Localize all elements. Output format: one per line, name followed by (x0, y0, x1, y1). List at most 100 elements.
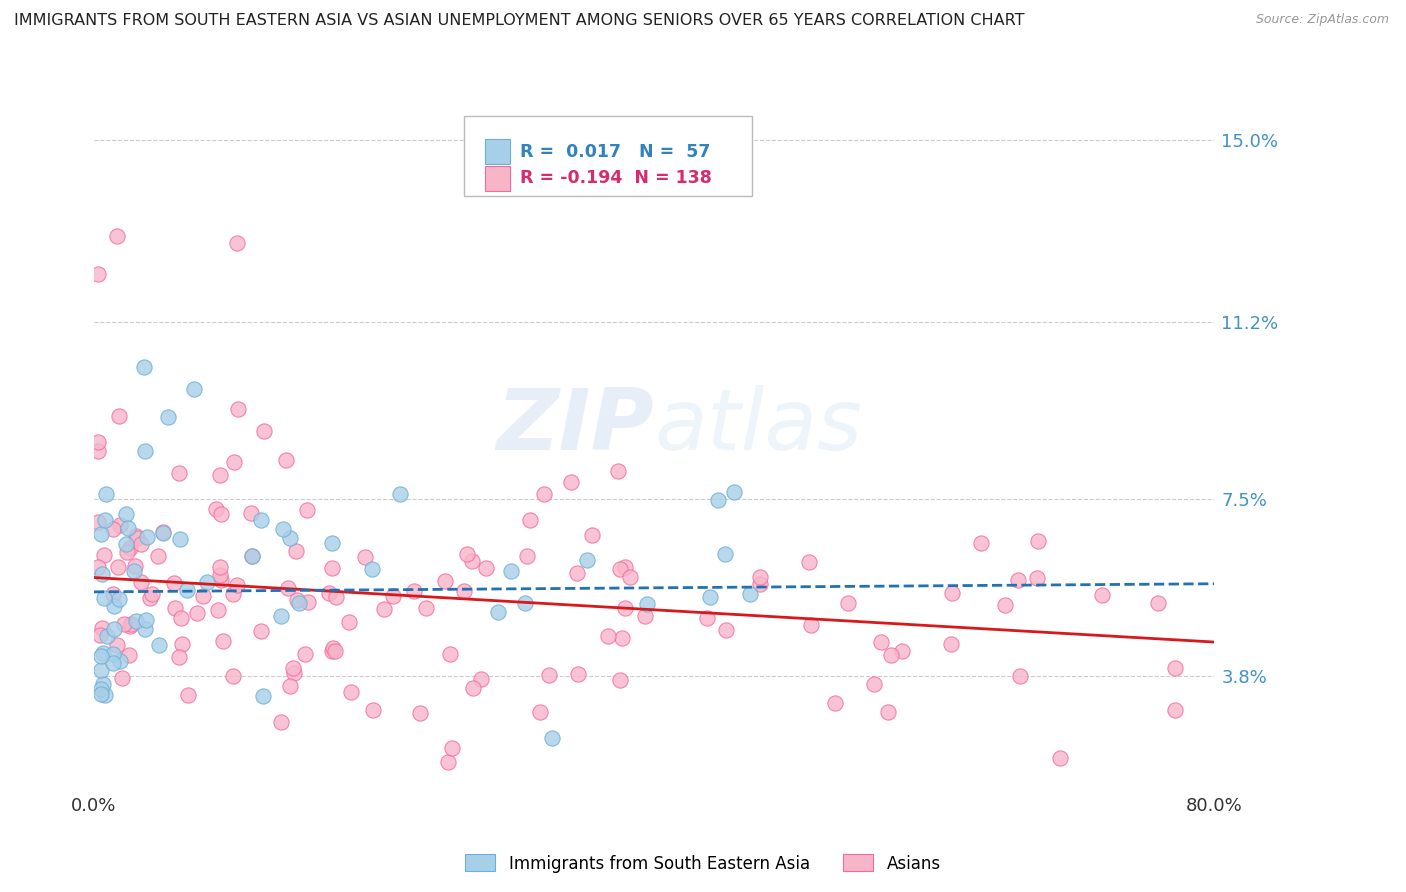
Point (434, 574, 457, 589)
Point (270, 608, 292, 623)
Point (169, 611, 191, 625)
Point (115, 536, 138, 550)
Point (461, 554, 484, 568)
Point (533, 487, 555, 501)
Point (1025, 571, 1047, 585)
Point (124, 558, 146, 573)
Point (1164, 661, 1187, 675)
Point (107, 559, 129, 574)
Point (404, 584, 426, 599)
Point (96, 487, 118, 501)
Point (136, 530, 159, 544)
Point (581, 528, 603, 542)
Point (110, 654, 132, 668)
Point (322, 641, 344, 656)
Point (191, 590, 214, 604)
Point (707, 492, 730, 507)
Point (112, 616, 135, 631)
Point (486, 605, 509, 619)
Point (565, 566, 588, 580)
Point (87, 267, 110, 281)
Point (440, 741, 463, 756)
Point (252, 689, 274, 703)
Point (880, 648, 903, 663)
Point (613, 560, 636, 574)
Text: R =  0.017   N =  57: R = 0.017 N = 57 (520, 143, 710, 161)
Point (941, 637, 963, 651)
Point (114, 508, 136, 522)
Point (360, 562, 382, 576)
Point (318, 586, 340, 600)
Point (1049, 751, 1071, 765)
Point (124, 614, 146, 628)
Point (323, 644, 346, 658)
Point (101, 522, 124, 536)
Point (541, 731, 564, 745)
Point (163, 601, 186, 615)
Point (276, 453, 298, 467)
Point (87, 435, 110, 450)
Point (103, 647, 125, 661)
Point (294, 648, 316, 662)
Point (127, 531, 149, 545)
Point (373, 602, 395, 616)
Point (209, 574, 232, 588)
Point (93, 646, 115, 660)
Point (141, 587, 163, 601)
Point (281, 661, 304, 675)
Point (208, 568, 231, 582)
Point (283, 666, 305, 681)
Point (87, 516, 110, 530)
Point (172, 637, 194, 651)
Point (382, 589, 405, 603)
Point (610, 631, 633, 645)
Point (96, 629, 118, 643)
Point (941, 586, 963, 600)
Point (91, 567, 114, 582)
Point (90, 663, 112, 677)
Point (271, 522, 294, 536)
Point (614, 600, 637, 615)
Point (325, 590, 347, 604)
Point (186, 607, 208, 621)
Point (125, 528, 148, 542)
Point (519, 513, 541, 527)
Text: R = -0.194  N = 138: R = -0.194 N = 138 (520, 169, 711, 187)
Point (221, 586, 243, 600)
Point (105, 228, 128, 243)
Point (134, 443, 156, 458)
Point (87, 559, 110, 574)
Text: ZIP: ZIP (496, 385, 654, 468)
Point (516, 549, 538, 564)
Point (713, 547, 735, 561)
Point (87, 443, 110, 458)
Point (863, 677, 886, 691)
Point (436, 755, 458, 769)
Point (699, 590, 721, 604)
Point (513, 596, 536, 610)
Point (748, 570, 770, 584)
Point (606, 464, 628, 478)
Point (869, 635, 891, 649)
Point (388, 487, 411, 501)
Point (103, 656, 125, 670)
Point (337, 615, 360, 629)
Point (321, 561, 343, 575)
Point (222, 669, 245, 683)
Point (138, 591, 160, 606)
Point (285, 593, 308, 607)
Point (1164, 703, 1187, 717)
Point (211, 634, 233, 648)
Point (134, 622, 156, 636)
Point (560, 475, 582, 489)
Point (108, 591, 131, 606)
Point (475, 561, 498, 575)
Point (799, 556, 821, 570)
Point (169, 532, 191, 546)
Point (135, 613, 157, 627)
Point (716, 624, 738, 638)
Point (297, 595, 319, 609)
Point (696, 610, 718, 624)
Point (93, 591, 115, 605)
Point (1007, 573, 1029, 587)
